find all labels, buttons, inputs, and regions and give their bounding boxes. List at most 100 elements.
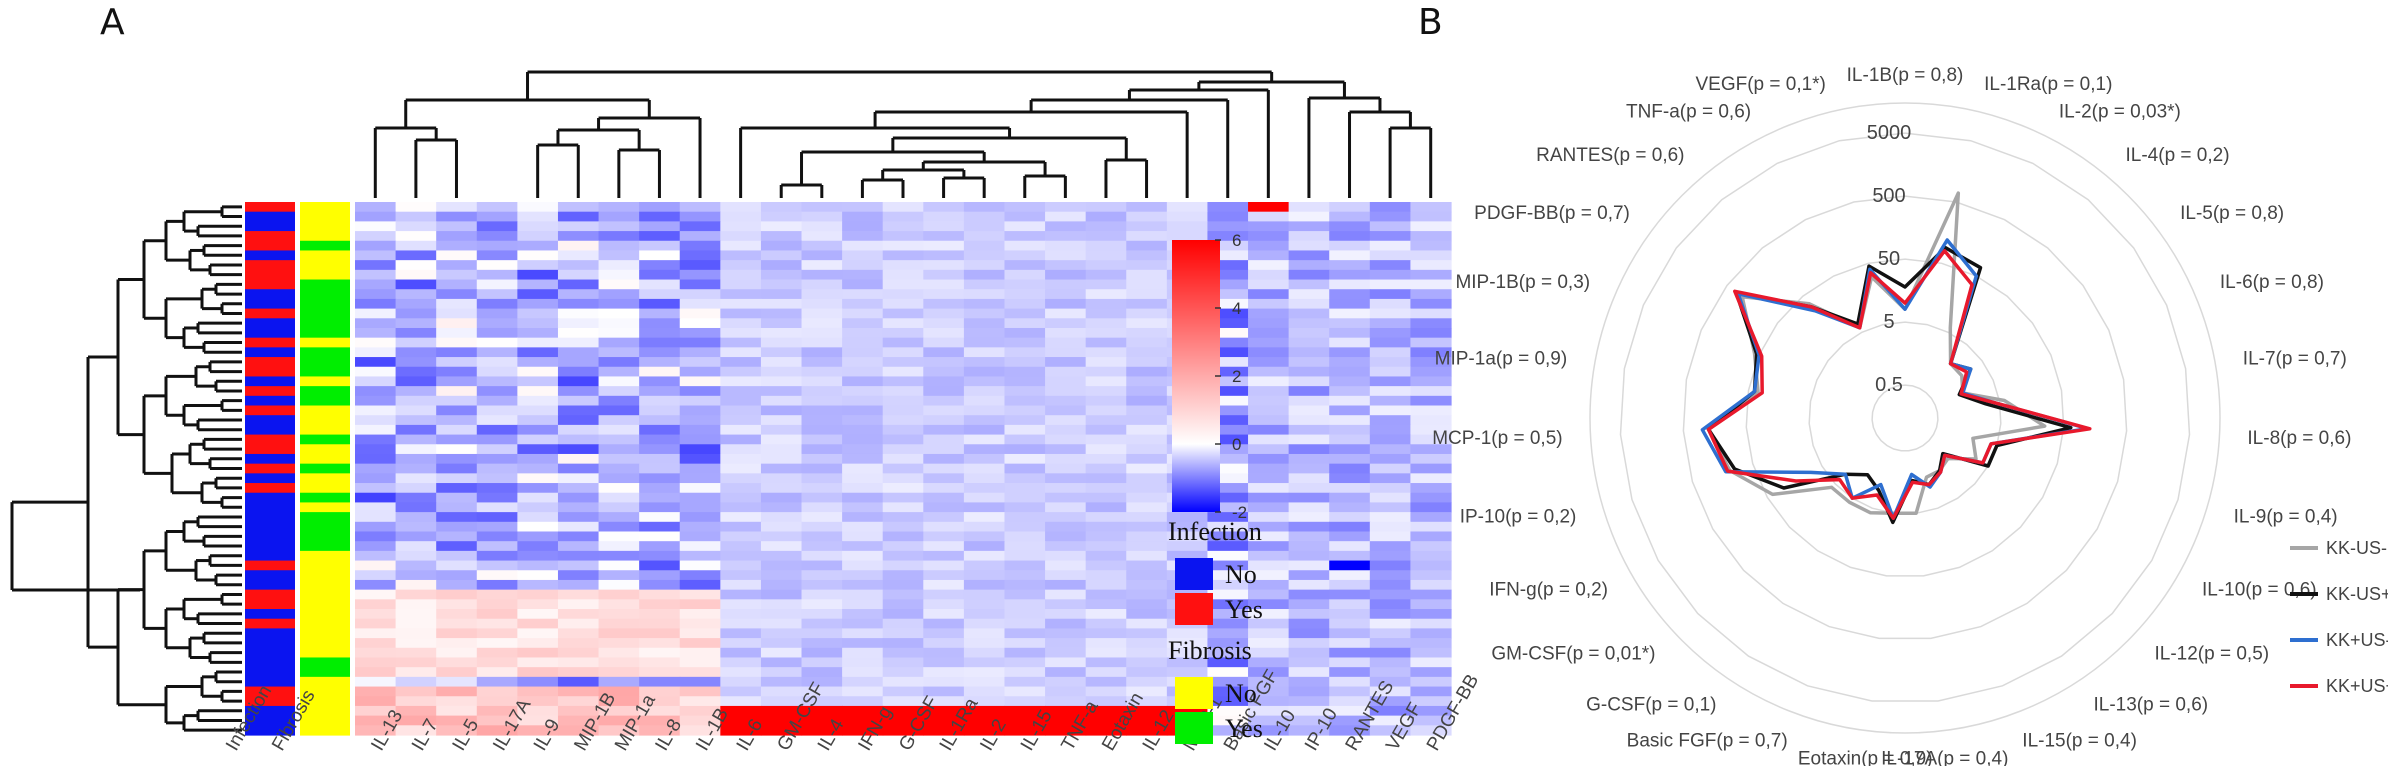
infection-cell bbox=[245, 483, 295, 494]
heatmap-cell bbox=[801, 512, 843, 523]
heatmap-cell bbox=[1248, 599, 1290, 610]
heatmap-cell bbox=[1410, 618, 1452, 629]
heatmap-cell bbox=[355, 550, 397, 562]
heatmap-cell bbox=[760, 686, 803, 697]
fibrosis-cell bbox=[300, 560, 350, 571]
heatmap-cell bbox=[720, 318, 762, 329]
heatmap-cell bbox=[801, 211, 843, 222]
heatmap-cell bbox=[1085, 405, 1127, 416]
heatmap-cell bbox=[882, 357, 924, 368]
heatmap-cell bbox=[923, 705, 965, 717]
heatmap-cell bbox=[395, 386, 437, 397]
radar-axis-label: IL-9(p = 0,4) bbox=[2234, 506, 2338, 527]
heatmap-cell bbox=[1248, 531, 1290, 542]
heatmap-cell bbox=[476, 521, 518, 533]
heatmap-cell bbox=[1004, 618, 1046, 629]
heatmap-cell bbox=[1207, 541, 1249, 552]
heatmap-cell bbox=[639, 715, 681, 726]
heatmap-cell bbox=[1410, 337, 1452, 348]
heatmap-cell bbox=[1248, 686, 1290, 697]
heatmap-cell bbox=[1004, 279, 1046, 290]
infection-cell bbox=[245, 434, 295, 445]
heatmap-cell bbox=[436, 424, 478, 436]
heatmap-cell bbox=[1369, 260, 1411, 271]
heatmap-cell bbox=[679, 550, 721, 562]
heatmap-cell bbox=[355, 279, 397, 290]
heatmap-cell bbox=[355, 473, 397, 484]
heatmap-cell bbox=[1248, 357, 1290, 368]
heatmap-cell bbox=[639, 376, 681, 387]
radar-axis-label: PDGF-BB(p = 0,7) bbox=[1474, 203, 1630, 224]
heatmap-cell bbox=[923, 240, 965, 252]
heatmap-cell bbox=[598, 221, 640, 232]
heatmap-cell bbox=[1085, 657, 1127, 668]
heatmap-cell bbox=[639, 279, 681, 290]
heatmap-cell bbox=[476, 589, 518, 600]
heatmap-cell bbox=[842, 269, 884, 281]
heatmap-cell bbox=[598, 647, 640, 659]
panel-a-label: A bbox=[100, 2, 125, 43]
heatmap-cell bbox=[1288, 725, 1330, 736]
heatmap-cell bbox=[1085, 531, 1127, 542]
infection-cell bbox=[245, 415, 295, 426]
fibrosis-cell bbox=[300, 463, 350, 474]
heatmap-cell bbox=[1207, 657, 1249, 668]
heatmap-cell bbox=[1085, 550, 1127, 562]
heatmap-cell bbox=[1248, 444, 1290, 455]
heatmap-cell bbox=[1126, 318, 1168, 329]
heatmap-cell bbox=[436, 541, 478, 552]
heatmap-cell bbox=[598, 618, 640, 629]
heatmap-cell bbox=[963, 347, 1006, 358]
heatmap-cell bbox=[842, 357, 884, 368]
heatmap-cell bbox=[557, 260, 600, 271]
heatmap-cell bbox=[923, 609, 965, 620]
heatmap-cell bbox=[557, 502, 600, 513]
heatmap-cell bbox=[679, 560, 721, 571]
heatmap-cell bbox=[639, 638, 681, 649]
heatmap-cell bbox=[1410, 366, 1452, 378]
fibrosis-legend-no-label: No bbox=[1225, 679, 1257, 708]
heatmap-cell bbox=[1288, 240, 1330, 252]
heatmap-cell bbox=[1410, 260, 1452, 271]
heatmap-cell bbox=[1329, 434, 1371, 445]
infection-cell bbox=[245, 676, 295, 688]
heatmap-cell bbox=[476, 696, 518, 707]
heatmap-cell bbox=[1085, 638, 1127, 649]
heatmap-cell bbox=[395, 395, 437, 407]
heatmap-cell bbox=[1248, 521, 1290, 533]
heatmap-cell bbox=[923, 473, 965, 484]
heatmap-cell bbox=[963, 327, 1006, 339]
heatmap-cell bbox=[1126, 667, 1168, 678]
heatmap-cell bbox=[639, 453, 681, 465]
fibrosis-cell bbox=[300, 318, 350, 329]
heatmap-cell bbox=[517, 696, 559, 707]
heatmap-cell bbox=[1248, 512, 1290, 523]
heatmap-cell bbox=[395, 638, 437, 649]
fibrosis-cell bbox=[300, 415, 350, 426]
heatmap-cell bbox=[1410, 279, 1452, 290]
heatmap-cell bbox=[760, 250, 803, 261]
heatmap-cell bbox=[1369, 618, 1411, 629]
heatmap-cell bbox=[1369, 638, 1411, 649]
heatmap-cell bbox=[923, 347, 965, 358]
heatmap-cell bbox=[882, 609, 924, 620]
heatmap-cells bbox=[355, 202, 1452, 736]
heatmap-cell bbox=[1329, 327, 1371, 339]
heatmap-cell bbox=[395, 415, 437, 426]
heatmap-cell bbox=[1288, 202, 1330, 213]
heatmap-cell bbox=[1410, 463, 1452, 474]
heatmap-cell bbox=[1410, 250, 1452, 261]
heatmap-cell bbox=[679, 463, 721, 474]
heatmap-cell bbox=[963, 609, 1006, 620]
heatmap-cell bbox=[1004, 327, 1046, 339]
heatmap-cell bbox=[963, 240, 1006, 252]
heatmap-cell bbox=[436, 298, 478, 310]
heatmap-cell bbox=[1410, 725, 1452, 736]
heatmap-cell bbox=[760, 260, 803, 271]
heatmap-cell bbox=[598, 628, 640, 639]
heatmap-cell bbox=[1085, 434, 1127, 445]
heatmap-cell bbox=[1166, 638, 1209, 649]
heatmap-cell bbox=[1004, 686, 1046, 697]
heatmap-cell bbox=[842, 405, 884, 416]
heatmap-cell bbox=[923, 657, 965, 668]
